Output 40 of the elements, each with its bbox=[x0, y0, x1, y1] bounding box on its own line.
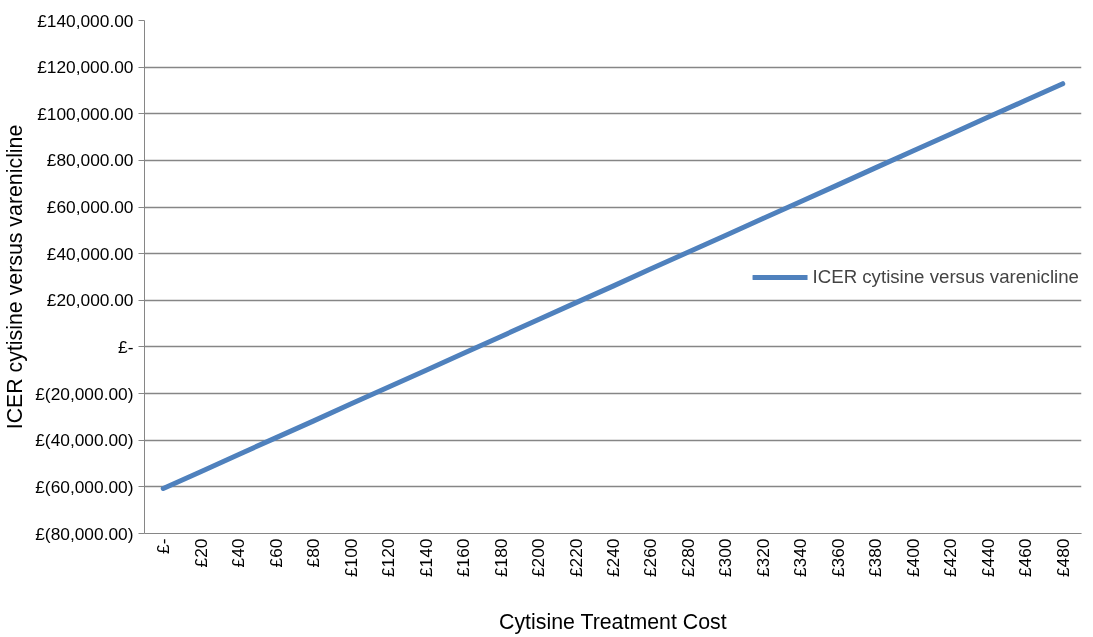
x-tick-label: £260 bbox=[640, 538, 661, 578]
legend-label: ICER cytisine versus varenicline bbox=[812, 265, 1079, 288]
x-tick-label: £280 bbox=[677, 538, 698, 578]
y-tick-label: £120,000.00 bbox=[37, 57, 134, 78]
x-tick-label: £320 bbox=[752, 538, 773, 578]
x-tick-label: £460 bbox=[1015, 538, 1036, 578]
x-tick-label: £40 bbox=[228, 538, 249, 568]
x-tick-label: £220 bbox=[565, 538, 586, 578]
x-tick-label: £240 bbox=[603, 538, 623, 578]
x-tick-label: £400 bbox=[902, 538, 923, 578]
y-tick-label: £100,000.00 bbox=[37, 103, 134, 124]
y-tick-label: £80,000.00 bbox=[46, 150, 134, 171]
x-tick-label: £340 bbox=[790, 538, 811, 578]
x-tick-label: £80 bbox=[303, 538, 324, 568]
y-tick-label: £(40,000.00) bbox=[35, 430, 134, 451]
x-tick-label: £180 bbox=[490, 538, 511, 578]
y-tick-label: £- bbox=[118, 336, 134, 357]
x-tick-label: £440 bbox=[977, 538, 998, 578]
x-tick-label: £420 bbox=[940, 538, 961, 578]
y-tick-label: £20,000.00 bbox=[46, 290, 134, 311]
x-tick-label: £480 bbox=[1052, 538, 1073, 578]
x-tick-label: £120 bbox=[378, 538, 399, 578]
x-tick-label: £20 bbox=[190, 538, 211, 568]
x-tick-label: £300 bbox=[715, 538, 736, 578]
x-tick-label: £140 bbox=[415, 538, 436, 578]
y-tick-label: £60,000.00 bbox=[46, 197, 134, 218]
x-tick-label: £200 bbox=[528, 538, 549, 578]
y-tick-label: £(60,000.00) bbox=[35, 476, 134, 497]
x-tick-label: £160 bbox=[453, 538, 474, 578]
x-tick-label: £360 bbox=[827, 538, 848, 578]
x-tick-label: £60 bbox=[265, 538, 286, 568]
y-tick-label: £(80,000.00) bbox=[35, 523, 134, 544]
x-tick-label: £380 bbox=[865, 538, 886, 578]
y-axis-title: ICER cytisine versus varenicline bbox=[3, 124, 28, 430]
y-tick-label: £(20,000.00) bbox=[35, 383, 134, 404]
x-tick-label: £100 bbox=[340, 538, 361, 578]
x-tick-label: £- bbox=[153, 538, 174, 554]
x-axis-title: Cytisine Treatment Cost bbox=[499, 610, 727, 635]
y-tick-label: £40,000.00 bbox=[46, 243, 134, 264]
y-tick-label: £140,000.00 bbox=[37, 10, 134, 31]
